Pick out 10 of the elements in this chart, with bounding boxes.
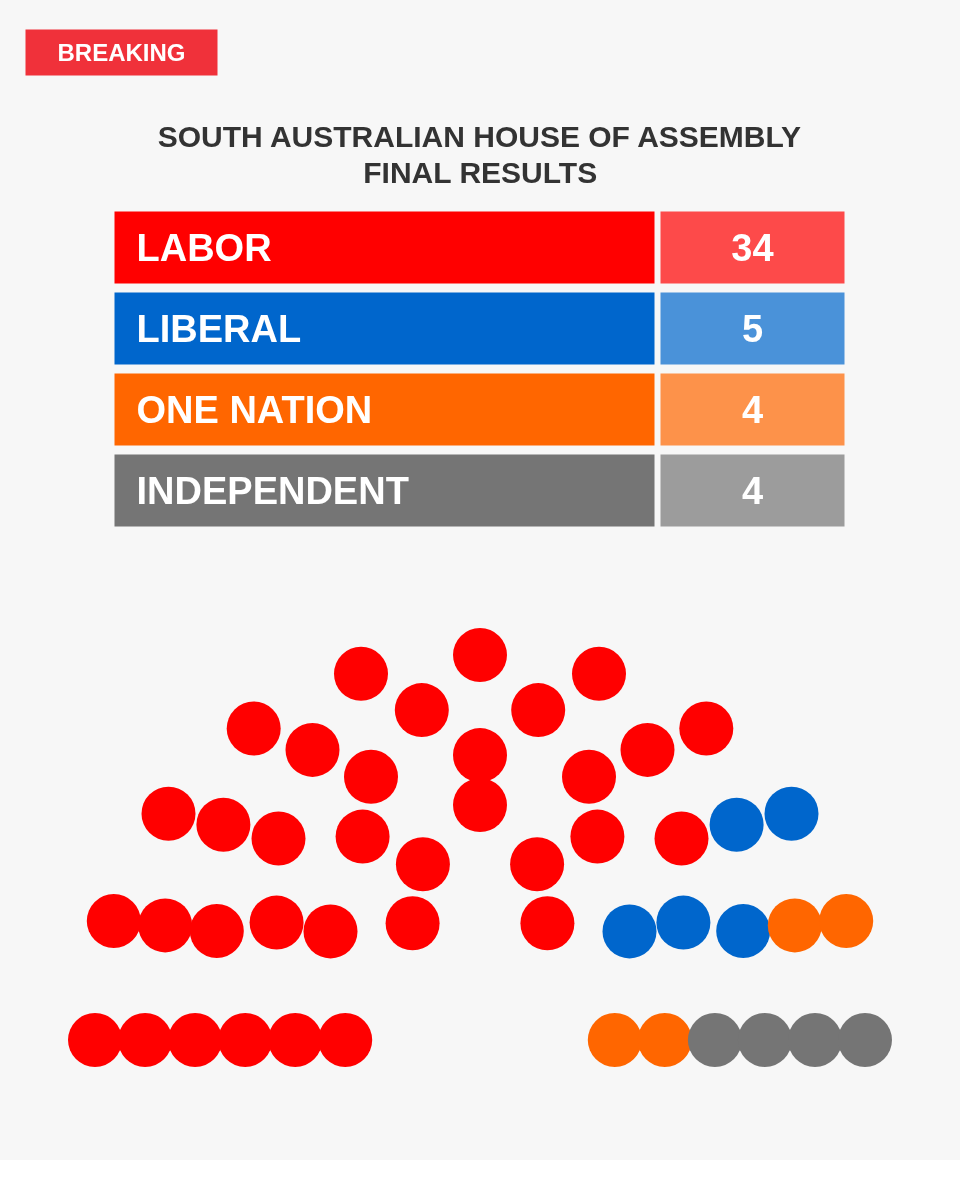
data-label: 34 bbox=[731, 227, 774, 269]
data-label: 4 bbox=[741, 389, 764, 431]
data-label: 5 bbox=[741, 308, 764, 350]
category-label: ONE NATION bbox=[136, 388, 373, 431]
category-label: INDEPENDENT bbox=[136, 469, 409, 512]
data-label: 4 bbox=[741, 470, 764, 512]
category-label: LIBERAL bbox=[136, 307, 302, 350]
category-label: LABOR bbox=[136, 226, 272, 269]
text: BREAKING bbox=[57, 39, 186, 66]
text: SOUTH AUSTRALIAN HOUSE OF ASSEMBLY FINAL RESULTS bbox=[157, 120, 802, 189]
